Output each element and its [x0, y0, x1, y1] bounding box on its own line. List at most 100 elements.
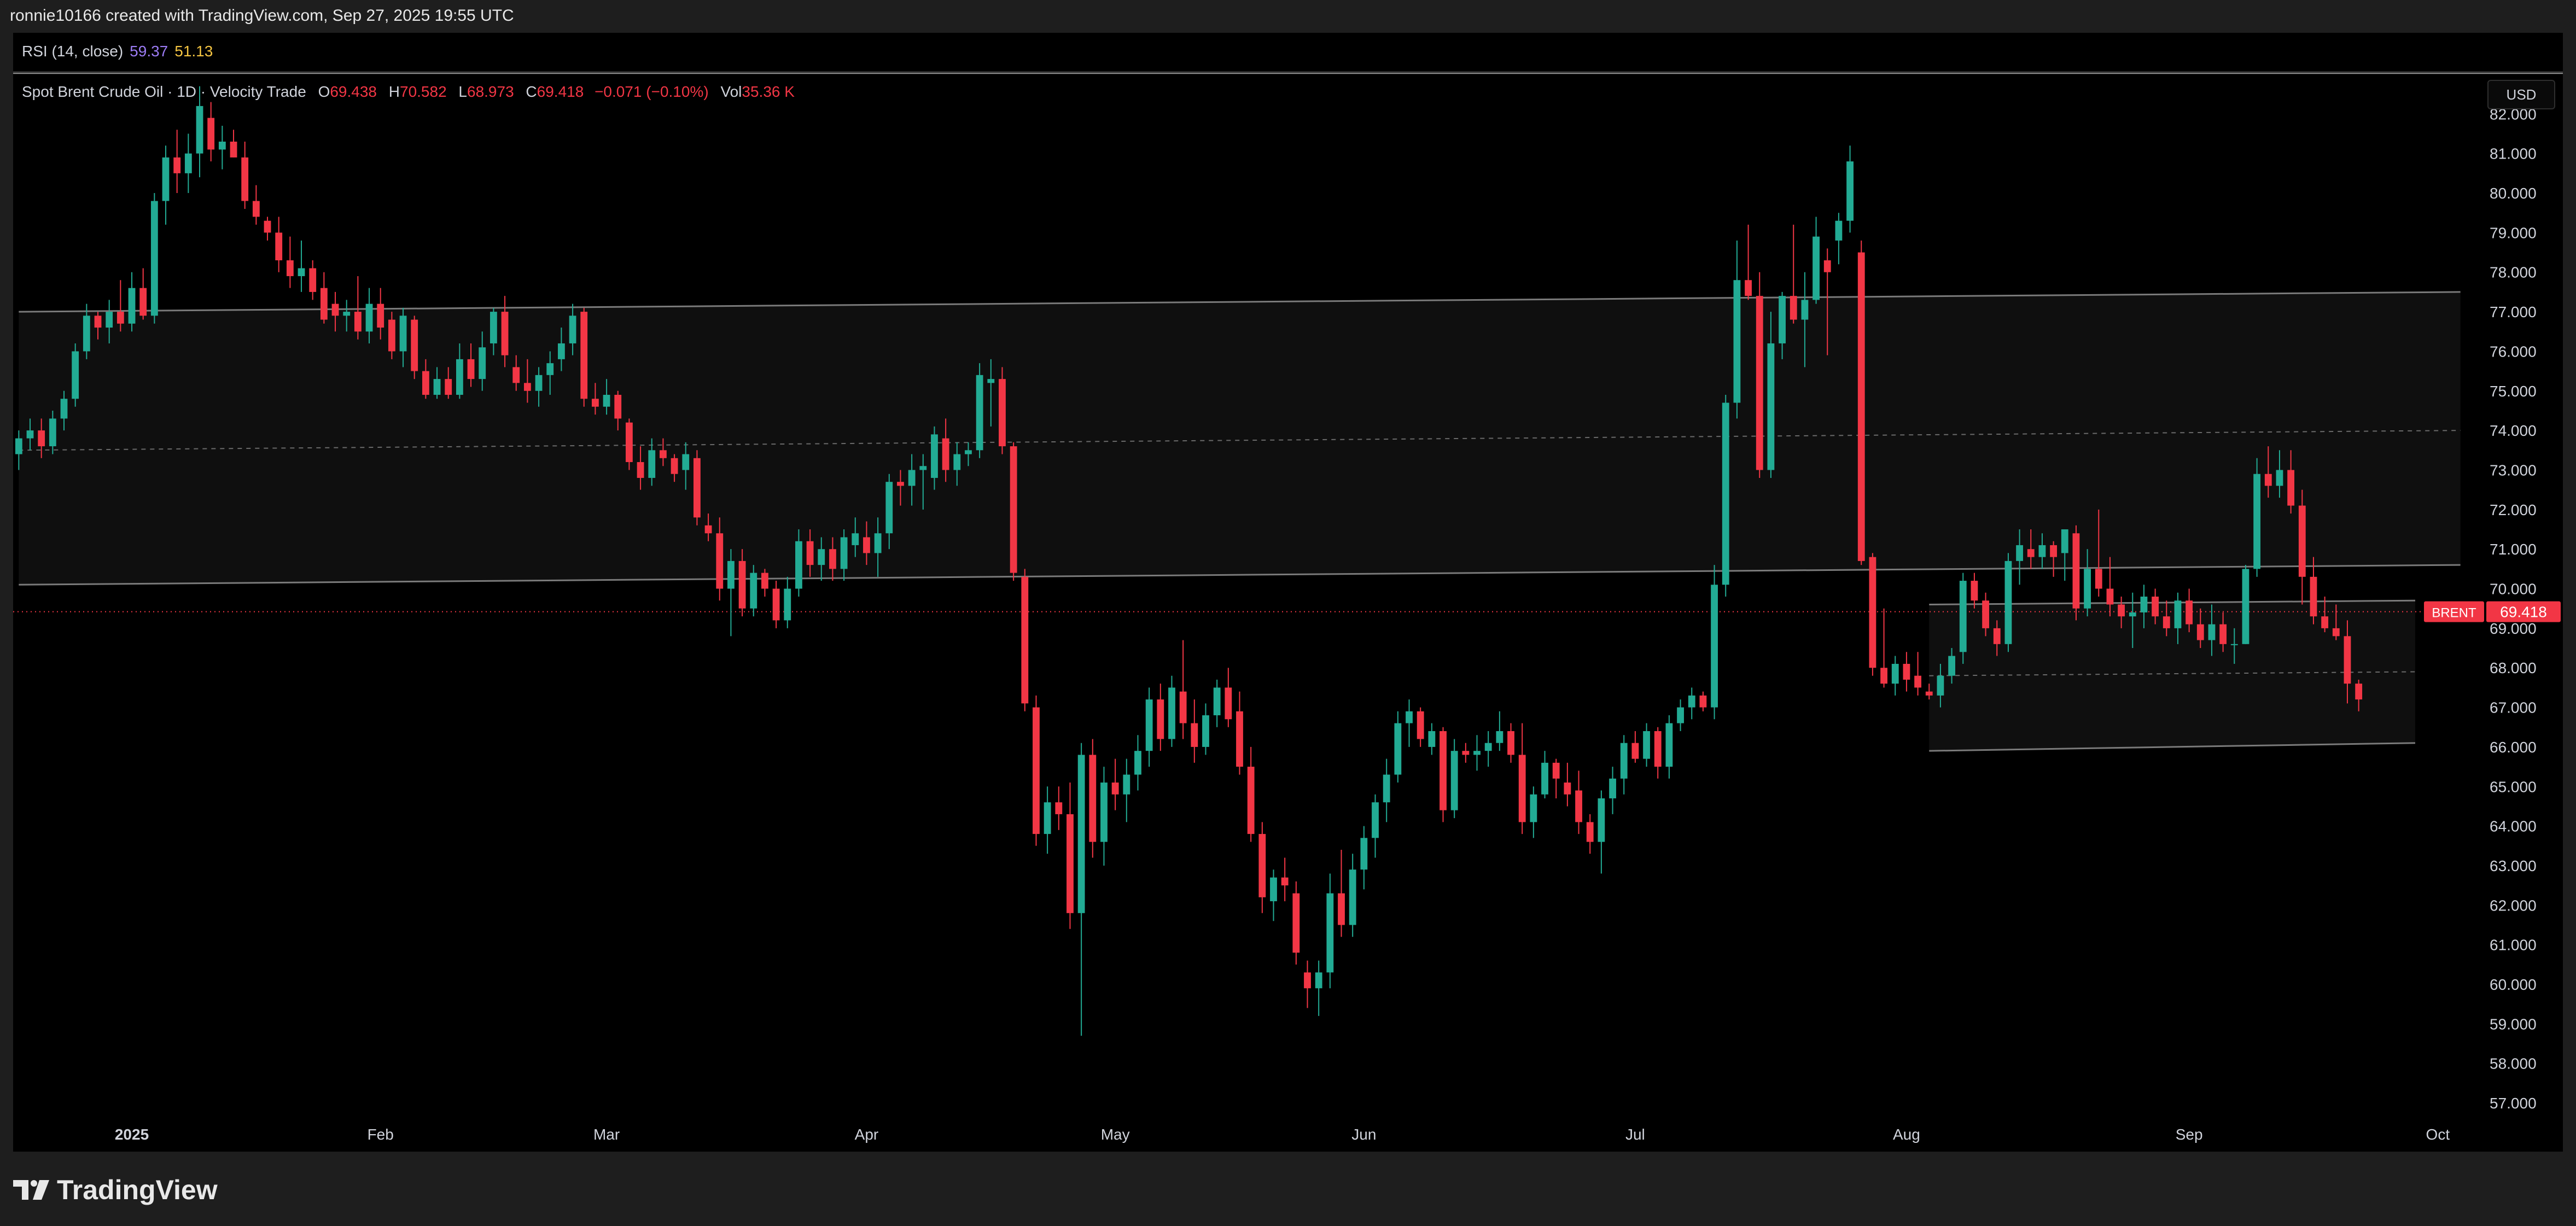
candle-body[interactable] [1338, 893, 1345, 925]
candle-body[interactable] [116, 312, 124, 324]
candle-body[interactable] [1236, 711, 1243, 767]
candle-body[interactable] [2050, 545, 2058, 557]
candle-body[interactable] [196, 106, 203, 154]
candle-body[interactable] [2321, 616, 2329, 628]
candle-body[interactable] [1880, 668, 1887, 684]
candle-body[interactable] [1846, 161, 1854, 221]
candle-body[interactable] [1462, 751, 1470, 755]
candle-body[interactable] [1857, 252, 1865, 561]
candle-body[interactable] [286, 260, 294, 276]
candle-body[interactable] [1677, 707, 1684, 723]
candle-body[interactable] [1971, 581, 1978, 601]
candle-body[interactable] [320, 288, 328, 320]
candle-body[interactable] [1123, 774, 1130, 795]
candle-body[interactable] [1100, 783, 1108, 842]
candle-body[interactable] [1168, 687, 1175, 739]
candle-body[interactable] [919, 466, 927, 470]
candle-body[interactable] [2208, 624, 2216, 640]
candle-body[interactable] [1191, 723, 1198, 747]
candle-body[interactable] [976, 375, 983, 451]
candle-body[interactable] [1292, 893, 1300, 953]
candle-body[interactable] [1315, 972, 1322, 989]
candle-body[interactable] [1157, 699, 1164, 739]
candle-body[interactable] [2038, 545, 2046, 557]
candle-body[interactable] [456, 359, 463, 395]
candle-body[interactable] [445, 379, 452, 395]
candle-body[interactable] [2242, 569, 2249, 644]
candle-body[interactable] [1428, 731, 1436, 747]
candle-body[interactable] [1179, 691, 1187, 723]
candle-body[interactable] [1145, 699, 1153, 751]
candle-body[interactable] [2196, 624, 2204, 640]
candle-body[interactable] [1202, 715, 1209, 747]
candle-body[interactable] [1745, 280, 1752, 296]
candle-body[interactable] [1518, 755, 1526, 822]
candle-body[interactable] [2027, 549, 2035, 557]
candle-body[interactable] [512, 367, 520, 383]
candle-body[interactable] [241, 157, 249, 201]
candle-body[interactable] [558, 343, 565, 359]
candle-body[interactable] [1790, 296, 1797, 320]
candle-body[interactable] [2129, 612, 2136, 617]
candle-body[interactable] [230, 141, 237, 157]
candle-body[interactable] [1225, 687, 1232, 720]
range-box-bottom-line[interactable] [1929, 742, 2416, 752]
candle-body[interactable] [2163, 616, 2170, 628]
candle-body[interactable] [1089, 755, 1097, 842]
candle-body[interactable] [1077, 755, 1085, 913]
candle-body[interactable] [399, 316, 407, 352]
candle-body[interactable] [1643, 731, 1650, 759]
candle-body[interactable] [806, 541, 814, 565]
candle-body[interactable] [1213, 687, 1221, 716]
candle-body[interactable] [1111, 783, 1119, 795]
candle-body[interactable] [1552, 762, 1560, 779]
upper-channel-top-line[interactable] [19, 291, 2461, 313]
candle-body[interactable] [1665, 723, 1673, 767]
candle-body[interactable] [467, 359, 475, 380]
candle-body[interactable] [818, 549, 825, 565]
candle-body[interactable] [784, 588, 791, 621]
candle-body[interactable] [2253, 474, 2261, 569]
candle-body[interactable] [1530, 794, 1537, 822]
candle-body[interactable] [1247, 767, 1255, 834]
candle-body[interactable] [1982, 600, 1990, 628]
candle-body[interactable] [1270, 877, 1277, 902]
candle-body[interactable] [1507, 731, 1514, 755]
candle-body[interactable] [761, 573, 768, 589]
candle-body[interactable] [1756, 296, 1763, 470]
candle-body[interactable] [603, 395, 610, 407]
candle-body[interactable] [173, 157, 181, 173]
candle-body[interactable] [1021, 576, 1029, 704]
candle-body[interactable] [1484, 743, 1492, 751]
candle-body[interactable] [1812, 236, 1820, 300]
candle-body[interactable] [999, 379, 1006, 447]
candle-body[interactable] [139, 288, 147, 316]
candle-body[interactable] [580, 312, 588, 399]
candle-body[interactable] [2185, 600, 2193, 624]
candle-body[interactable] [626, 422, 633, 463]
candle-body[interactable] [2355, 684, 2363, 700]
candle-body[interactable] [1823, 260, 1831, 272]
candle-body[interactable] [908, 470, 916, 486]
candle-body[interactable] [1326, 893, 1334, 973]
candle-body[interactable] [897, 482, 904, 486]
candle-body[interactable] [829, 549, 836, 569]
candle-body[interactable] [660, 450, 667, 458]
candle-body[interactable] [614, 395, 622, 419]
candle-body[interactable] [840, 537, 848, 569]
candle-body[interactable] [2084, 569, 2091, 609]
candle-body[interactable] [1835, 220, 1843, 241]
candle-body[interactable] [1925, 691, 1933, 696]
candle-body[interactable] [1631, 743, 1639, 759]
candle-body[interactable] [1914, 675, 1921, 688]
candle-body[interactable] [377, 303, 384, 328]
candle-body[interactable] [1496, 731, 1503, 743]
candle-body[interactable] [2140, 597, 2148, 612]
candle-body[interactable] [128, 288, 136, 324]
candle-body[interactable] [94, 316, 102, 328]
candle-body[interactable] [2118, 604, 2125, 617]
candle-body[interactable] [1417, 711, 1424, 739]
candle-body[interactable] [1733, 280, 1741, 403]
candle-body[interactable] [207, 118, 215, 150]
candle-body[interactable] [1654, 731, 1662, 767]
